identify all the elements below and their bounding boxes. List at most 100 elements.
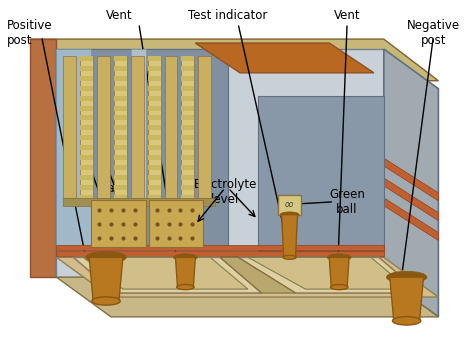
Bar [148,185,161,190]
Polygon shape [195,43,374,73]
Bar [182,96,194,100]
Bar [114,76,127,81]
Ellipse shape [92,297,120,305]
Bar [114,86,127,91]
Bar [148,155,161,160]
Bar [148,106,161,111]
Bar [80,116,93,120]
Bar [114,56,127,61]
Bar [114,106,127,111]
Bar [182,106,194,111]
Polygon shape [384,49,438,317]
Bar [91,200,146,247]
Polygon shape [89,257,123,301]
Polygon shape [83,257,248,289]
Bar [182,66,194,71]
Bar [148,66,161,71]
Ellipse shape [327,254,351,261]
Bar [114,175,127,180]
Polygon shape [131,49,146,205]
Ellipse shape [331,285,348,290]
Polygon shape [384,178,438,220]
Polygon shape [56,49,384,277]
Bar [80,195,93,200]
Bar [148,96,161,100]
Ellipse shape [386,271,427,283]
Bar [182,56,194,198]
Bar [114,155,127,160]
Bar [131,56,144,198]
Bar [80,86,93,91]
Text: Test indicator: Test indicator [188,9,268,22]
Bar [80,145,93,150]
Polygon shape [56,49,91,250]
Bar [148,145,161,150]
Bar [148,165,161,170]
Polygon shape [220,257,296,293]
Bar [148,135,161,140]
Bar [148,125,161,130]
Text: Vent: Vent [105,9,132,22]
Bar [80,76,93,81]
Bar [278,195,301,215]
Bar [97,56,110,198]
Text: Electrolyte
level: Electrolyte level [193,178,257,206]
Ellipse shape [86,251,126,263]
Bar [165,56,177,198]
Polygon shape [56,251,384,256]
Bar [198,56,211,198]
Polygon shape [30,39,56,277]
Bar [182,195,194,200]
Bar [148,56,161,198]
Bar [80,56,93,198]
Bar [182,175,194,180]
Text: oo: oo [285,200,294,209]
Bar [182,185,194,190]
Bar [149,200,203,247]
Bar [114,165,127,170]
Bar [114,145,127,150]
Text: Negative
post: Negative post [407,19,460,47]
Bar [63,198,215,206]
Bar [114,66,127,71]
Bar [114,185,127,190]
Bar [80,56,93,61]
Bar [182,165,194,170]
Bar [114,195,127,200]
Bar [80,185,93,190]
Polygon shape [329,257,349,287]
Bar [114,116,127,120]
Polygon shape [248,257,409,289]
Bar [182,145,194,150]
Bar [114,135,127,140]
Bar [148,56,161,61]
Bar [114,56,127,198]
Polygon shape [281,215,298,257]
Polygon shape [258,96,384,251]
Bar [148,175,161,180]
Polygon shape [238,257,420,293]
Bar [148,86,161,91]
Bar [182,125,194,130]
Bar [182,76,194,81]
Bar [148,116,161,120]
Ellipse shape [177,285,194,290]
Text: Plate
groups: Plate groups [93,182,133,210]
Bar [80,66,93,71]
Polygon shape [30,39,438,81]
Polygon shape [390,277,423,321]
Text: Positive
post: Positive post [7,19,53,47]
Bar [80,135,93,140]
Bar [182,135,194,140]
Polygon shape [384,198,438,240]
Bar [80,96,93,100]
Bar [114,96,127,100]
Bar [148,76,161,81]
Polygon shape [56,277,438,317]
Ellipse shape [393,317,421,325]
Bar [148,195,161,200]
Bar [80,125,93,130]
Polygon shape [56,257,438,297]
Ellipse shape [174,254,197,261]
Bar [80,106,93,111]
